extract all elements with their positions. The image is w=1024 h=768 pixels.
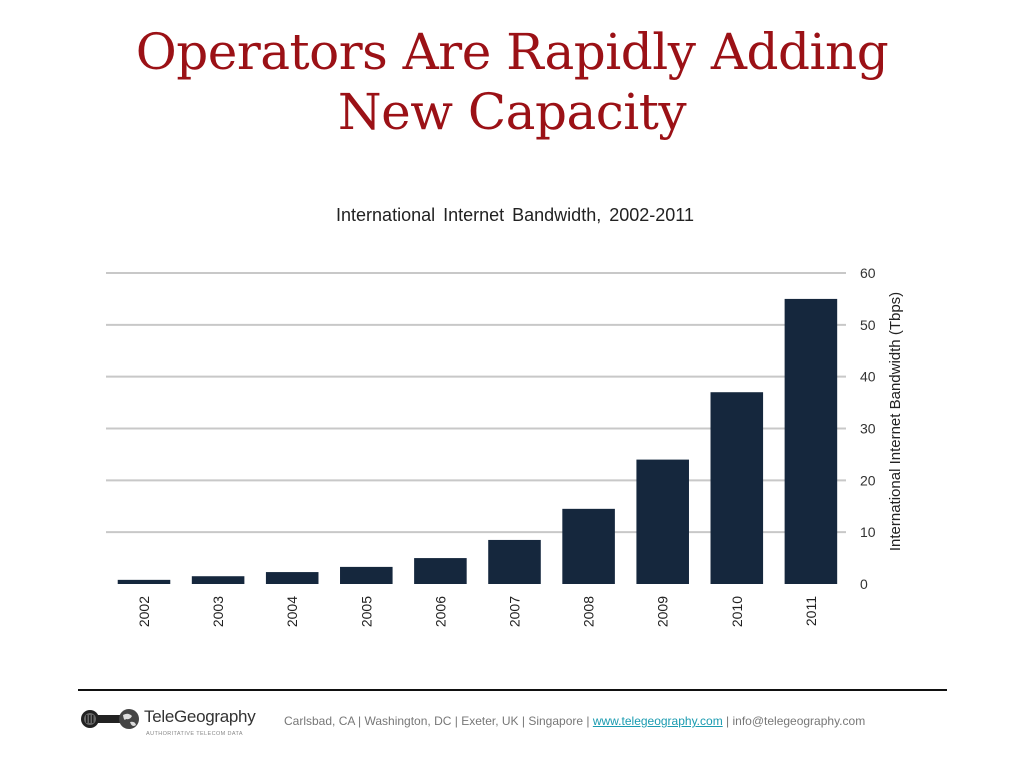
x-tick-label: 2010 — [729, 596, 745, 627]
footer-separator: | — [722, 714, 733, 728]
slide-title-line-1: Operators Are Rapidly Adding — [135, 23, 889, 81]
bar-2006 — [414, 558, 467, 584]
bar-2010 — [710, 392, 764, 584]
y-tick-label: 30 — [860, 421, 876, 437]
bar-2008 — [562, 508, 615, 584]
globe-telephone-icon — [81, 709, 139, 729]
slide-title-line-2: New Capacity — [337, 83, 687, 141]
telegeography-logo: TeleGeography AUTHORITATIVE TELECOM DATA — [80, 706, 270, 742]
y-tick-label: 40 — [860, 369, 876, 385]
x-tick-labels: 2002 2003 2004 2005 2006 2007 2008 2009 2010 2011 — [136, 596, 819, 627]
y-axis-label: International Internet Bandwidth (Tbps) — [887, 292, 904, 551]
bar-2003 — [191, 576, 245, 584]
y-tick-label: 50 — [860, 317, 876, 333]
x-tick-label: 2008 — [581, 596, 597, 627]
bar-2004 — [265, 572, 319, 584]
bar-2009 — [636, 459, 689, 584]
bar-2007 — [488, 539, 541, 584]
y-tick-label: 60 — [860, 265, 876, 281]
logo-name: TeleGeography — [144, 707, 256, 726]
x-tick-label: 2006 — [432, 596, 448, 627]
x-tick-label: 2011 — [803, 596, 819, 626]
y-tick-label: 0 — [860, 576, 868, 592]
website-link[interactable]: www.telegeography.com — [592, 714, 723, 728]
footer-locations: Carlsbad, CA | Washington, DC | Exeter, … — [284, 714, 593, 728]
footer-email: info@telegeography.com — [732, 714, 866, 728]
x-tick-label: 2009 — [655, 596, 671, 627]
chart-title: International Internet Bandwidth, 2002-2… — [336, 205, 694, 225]
x-tick-label: 2007 — [507, 596, 523, 627]
x-tick-label: 2003 — [210, 596, 226, 627]
y-tick-labels: 0 10 20 30 40 50 60 — [860, 265, 876, 592]
bar-2011 — [784, 298, 838, 584]
bar-2005 — [340, 566, 393, 584]
footer-divider — [78, 689, 947, 691]
y-tick-label: 20 — [860, 472, 876, 488]
x-tick-label: 2002 — [136, 596, 152, 627]
footer-contact: Carlsbad, CA | Washington, DC | Exeter, … — [284, 714, 865, 728]
x-tick-label: 2005 — [358, 596, 374, 627]
logo-tagline: AUTHORITATIVE TELECOM DATA — [146, 731, 243, 737]
x-tick-label: 2004 — [284, 596, 300, 627]
bars — [117, 298, 838, 584]
slide-title: Operators Are Rapidly Adding New Capacit… — [0, 22, 1024, 142]
bar-2002 — [117, 579, 171, 584]
y-tick-label: 10 — [860, 524, 876, 540]
